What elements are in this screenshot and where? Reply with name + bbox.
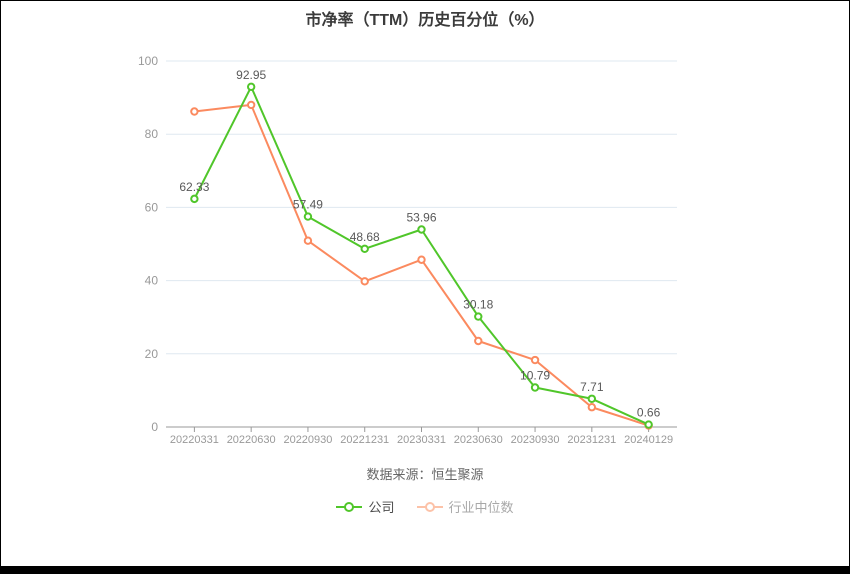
- x-axis-tick-label: 20220930: [283, 434, 332, 446]
- x-axis-tick-label: 20230930: [511, 434, 560, 446]
- industry-median-data-point[interactable]: [303, 236, 313, 245]
- line-series-marker-icon: [336, 501, 363, 513]
- x-axis-tick-label: 20220331: [170, 434, 219, 446]
- y-axis-tick-label: 20: [145, 347, 159, 361]
- company-data-point[interactable]: [587, 394, 597, 403]
- legend-item-industry-median[interactable]: 行业中位数: [416, 497, 514, 516]
- y-axis-tick-label: 0: [151, 420, 158, 434]
- company-data-label: 0.66: [637, 406, 661, 420]
- y-axis-tick-label: 80: [145, 127, 159, 141]
- line-series-marker-icon: [416, 501, 443, 513]
- company-data-label: 7.71: [580, 380, 604, 394]
- industry-median-data-point[interactable]: [190, 107, 199, 116]
- industry-median-data-point[interactable]: [417, 255, 426, 264]
- industry-median-data-point[interactable]: [360, 277, 369, 286]
- legend-item-company[interactable]: 公司: [336, 497, 395, 516]
- company-data-label: 10.79: [520, 369, 550, 383]
- company-data-label: 30.18: [463, 298, 493, 312]
- data-source-label: 数据来源：恒生聚源: [366, 467, 484, 482]
- company-data-label: 62.33: [179, 180, 209, 194]
- company-data-point[interactable]: [644, 420, 653, 429]
- bottom-border-bar: [1, 566, 849, 573]
- industry-median-series-line: [194, 103, 649, 427]
- industry-median-data-point[interactable]: [587, 403, 597, 412]
- industry-median-data-point[interactable]: [246, 100, 256, 110]
- chart-legend: 公司 行业中位数: [1, 497, 849, 516]
- x-axis-tick-label: 20221231: [340, 434, 389, 446]
- company-data-point[interactable]: [474, 312, 483, 321]
- industry-median-data-point[interactable]: [474, 336, 483, 346]
- x-axis-tick-label: 20240129: [624, 434, 673, 446]
- y-axis-tick-label: 40: [145, 274, 159, 288]
- company-data-label: 57.49: [293, 198, 323, 212]
- x-axis-tick-label: 20231231: [567, 434, 616, 446]
- legend-label-industry-median: 行业中位数: [448, 500, 514, 515]
- line-chart-plot-area: 0 20 40 60 80 100 20220331 20220630 20220930 2022…: [138, 54, 677, 446]
- company-data-point[interactable]: [303, 212, 313, 221]
- x-axis-tick-label: 20230630: [454, 434, 503, 446]
- company-data-point[interactable]: [190, 194, 199, 204]
- y-axis-tick-label: 100: [138, 54, 158, 68]
- chart-title: 市净率（TTM）历史百分位（%）: [305, 12, 545, 29]
- company-data-point[interactable]: [417, 225, 426, 234]
- company-data-label: 48.68: [350, 230, 380, 244]
- x-axis-tick-label: 20230331: [397, 434, 446, 446]
- company-data-label: 92.95: [236, 68, 266, 82]
- company-data-point[interactable]: [360, 244, 369, 254]
- company-data-point[interactable]: [530, 383, 540, 392]
- industry-median-data-point[interactable]: [530, 355, 540, 365]
- x-axis-tick-label: 20220630: [227, 434, 276, 446]
- company-data-label: 53.96: [406, 211, 436, 225]
- company-data-point[interactable]: [246, 82, 256, 92]
- y-axis-tick-label: 60: [145, 200, 159, 214]
- legend-label-company: 公司: [368, 500, 395, 515]
